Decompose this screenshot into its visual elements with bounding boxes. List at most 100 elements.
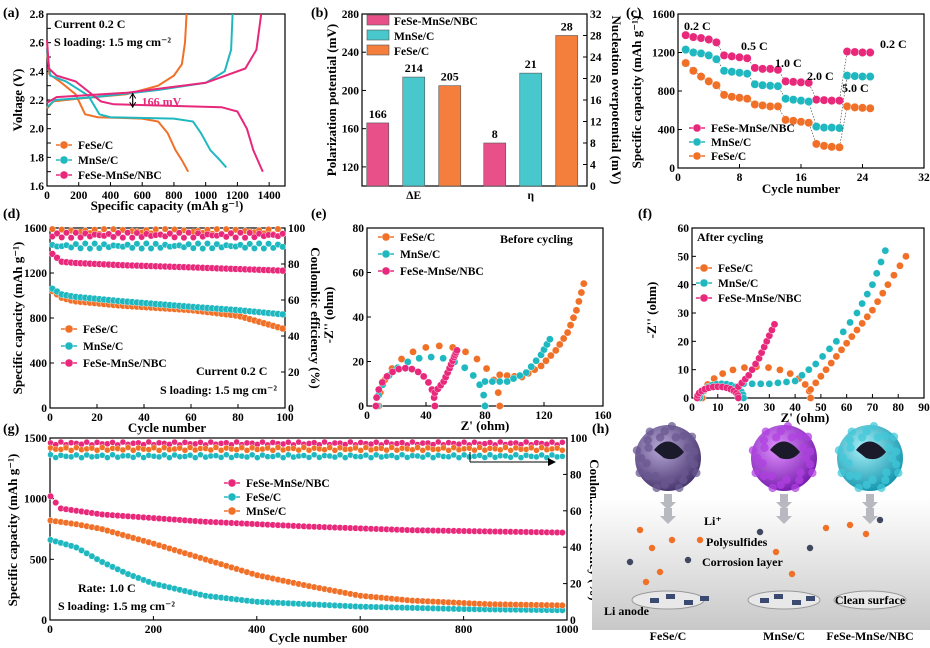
- sphere-particle: [862, 480, 871, 490]
- data-point: [712, 80, 721, 90]
- data-point: [93, 555, 101, 563]
- data-point: [67, 244, 75, 251]
- sphere-particle: [687, 432, 697, 441]
- data-point: [727, 92, 737, 102]
- x-tick-label: 600: [134, 190, 152, 202]
- data-point: [773, 81, 783, 91]
- data-point: [481, 440, 488, 447]
- data-point: [522, 368, 531, 377]
- data-point: [260, 245, 268, 252]
- data-point: [471, 446, 478, 454]
- y-tick-label: 120: [342, 162, 360, 174]
- charge-curve: [46, 13, 263, 104]
- data-point: [868, 280, 877, 289]
- data-point: [827, 123, 837, 132]
- arrow-head-up: [129, 92, 137, 99]
- rate-label: 2.0 C: [807, 69, 834, 83]
- data-point: [522, 452, 530, 459]
- data-point: [255, 240, 263, 247]
- y-tick-label: 20: [353, 357, 365, 369]
- data-point: [222, 233, 230, 241]
- data-point: [161, 451, 168, 459]
- y2-tick-label: 16: [590, 95, 602, 107]
- polysulfide-particle: [696, 536, 704, 544]
- sphere-particle: [806, 447, 815, 456]
- legend-label: MnSe/C: [400, 249, 440, 261]
- data-point: [48, 225, 56, 233]
- data-point: [863, 312, 872, 321]
- x-tick-label: 60: [841, 402, 853, 414]
- data-point: [494, 388, 503, 397]
- y-tick-label: 0: [41, 615, 47, 627]
- data-point: [811, 122, 821, 132]
- data-point: [486, 451, 494, 458]
- label-clean-surface: Clean surface: [835, 593, 906, 607]
- legend-label: FeSe/C: [78, 140, 113, 152]
- data-point: [119, 446, 127, 454]
- data-point: [347, 438, 354, 446]
- y-tick-label: 800: [30, 313, 48, 325]
- y-tick-label: 1200: [652, 48, 675, 60]
- data-point: [819, 123, 829, 132]
- data-point: [735, 68, 744, 78]
- data-point: [171, 445, 178, 453]
- data-point: [393, 454, 401, 461]
- sphere-particle: [894, 468, 903, 478]
- x-axis-label: Cycle number: [269, 630, 348, 645]
- arrow-down-icon: [862, 494, 878, 510]
- x-tick-label: 1000: [556, 624, 579, 636]
- corrosion-fragment: [806, 596, 815, 601]
- x-category-label: η: [527, 190, 534, 202]
- arrow-head-down: [129, 101, 137, 109]
- data-point: [142, 240, 150, 247]
- sphere-particle: [847, 427, 857, 436]
- chart-title: After cycling: [697, 230, 763, 244]
- li-anode-disk: [833, 590, 907, 610]
- data-point: [863, 290, 872, 298]
- y2-tick-label: 0: [288, 403, 294, 415]
- sphere-particle: [887, 453, 897, 463]
- data-point: [473, 355, 481, 363]
- y2-tick-label: 0: [570, 615, 576, 627]
- bar-FeSe-MnSe/NBC-η: [483, 142, 507, 187]
- legend-label: MnSe/C: [83, 341, 123, 353]
- data-point: [404, 445, 411, 453]
- data-point: [804, 97, 814, 106]
- data-point: [788, 77, 798, 87]
- data-point: [563, 328, 572, 337]
- data-point: [175, 229, 183, 237]
- data-point: [538, 451, 545, 459]
- y2-tick-label: 8: [590, 138, 596, 150]
- data-point: [817, 372, 825, 381]
- bar-value-label: 21: [525, 57, 537, 71]
- y2-tick-label: 4: [590, 160, 596, 172]
- sphere-particle: [796, 468, 805, 477]
- sphere-cavity: [856, 441, 886, 460]
- data-point: [232, 234, 240, 241]
- sphere-particle: [675, 483, 684, 493]
- data-point: [290, 453, 297, 461]
- panel-label: (a): [3, 6, 20, 21]
- data-point: [781, 94, 791, 104]
- series-MnSe/C: [373, 335, 554, 410]
- data-point: [138, 233, 146, 241]
- data-point: [476, 444, 483, 451]
- x-tick-label: 70: [867, 402, 879, 414]
- data-point: [83, 438, 90, 446]
- data-point: [481, 402, 489, 410]
- sphere-particle: [771, 433, 781, 442]
- sphere-particle: [643, 435, 652, 445]
- data-point: [559, 439, 566, 446]
- sphere-particle: [667, 422, 677, 431]
- y-tick-label: 400: [658, 125, 676, 137]
- data-point: [688, 66, 698, 76]
- sphere-particle: [776, 480, 785, 490]
- data-point: [796, 96, 806, 106]
- data-point: [460, 438, 468, 446]
- data-point: [877, 258, 885, 266]
- polysulfide-particle: [642, 578, 650, 586]
- data-point: [57, 452, 65, 459]
- sphere-particle: [868, 475, 877, 485]
- x-tick-label: 8: [737, 172, 743, 184]
